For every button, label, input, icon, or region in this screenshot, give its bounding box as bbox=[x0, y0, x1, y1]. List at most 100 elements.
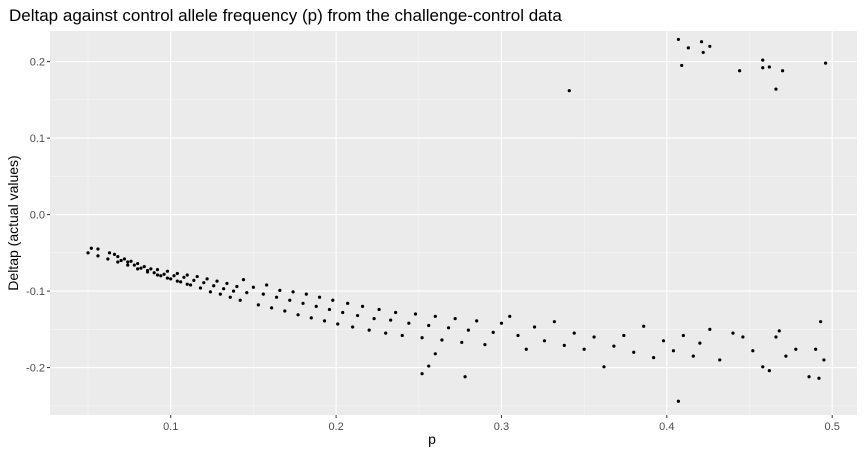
data-point bbox=[235, 284, 239, 289]
y-tick-label: 0.1 bbox=[30, 133, 45, 145]
data-point bbox=[265, 283, 269, 287]
y-axis-ticks: 0.2 0.1 0.0 -0.1 -0.2 bbox=[26, 57, 50, 375]
data-point bbox=[327, 307, 332, 312]
data-point bbox=[360, 304, 365, 308]
data-point bbox=[777, 329, 781, 333]
data-point bbox=[671, 349, 676, 353]
data-point bbox=[119, 258, 123, 263]
data-point bbox=[269, 306, 274, 310]
data-point bbox=[572, 331, 576, 335]
data-point bbox=[691, 354, 695, 358]
data-point bbox=[823, 61, 828, 65]
data-point bbox=[185, 273, 189, 277]
data-point bbox=[701, 50, 705, 55]
data-point bbox=[651, 356, 656, 360]
data-point bbox=[251, 285, 256, 289]
data-point bbox=[592, 335, 596, 339]
data-point bbox=[367, 328, 371, 332]
data-point bbox=[466, 328, 470, 332]
x-tick-label: 0.1 bbox=[163, 421, 178, 433]
data-point bbox=[676, 37, 681, 42]
data-point bbox=[278, 288, 282, 292]
data-point bbox=[582, 347, 586, 351]
data-point bbox=[86, 251, 90, 255]
data-point bbox=[427, 364, 431, 368]
data-point bbox=[192, 278, 196, 282]
data-point bbox=[731, 331, 735, 335]
data-point bbox=[107, 251, 112, 255]
y-tick-label: 0.2 bbox=[30, 57, 45, 69]
y-tick-label: -0.1 bbox=[26, 286, 45, 298]
data-point bbox=[420, 336, 424, 340]
data-point bbox=[336, 322, 340, 326]
data-point bbox=[463, 375, 467, 379]
data-point bbox=[142, 265, 146, 269]
data-point bbox=[179, 280, 183, 284]
data-point bbox=[377, 307, 381, 312]
data-point bbox=[699, 40, 704, 44]
data-point bbox=[208, 290, 213, 294]
data-point bbox=[331, 298, 335, 302]
data-point bbox=[231, 289, 236, 293]
data-point bbox=[819, 320, 823, 324]
data-point bbox=[708, 44, 712, 48]
data-point bbox=[132, 263, 136, 267]
data-point bbox=[475, 319, 479, 323]
data-point bbox=[175, 271, 179, 276]
x-tick-label: 0.2 bbox=[328, 421, 343, 433]
data-point bbox=[632, 350, 636, 354]
data-point bbox=[499, 321, 504, 325]
data-point bbox=[774, 335, 778, 339]
data-point bbox=[761, 66, 765, 70]
data-point bbox=[122, 257, 127, 261]
data-point bbox=[642, 324, 646, 328]
data-point bbox=[453, 317, 457, 321]
data-point bbox=[129, 259, 133, 263]
data-point bbox=[185, 282, 189, 286]
y-tick-label: 0.0 bbox=[30, 210, 45, 222]
data-point bbox=[304, 292, 308, 296]
data-point bbox=[126, 263, 130, 267]
data-point bbox=[784, 354, 788, 358]
data-point bbox=[567, 89, 571, 93]
data-point bbox=[116, 255, 120, 259]
data-point bbox=[774, 87, 778, 91]
data-point bbox=[532, 325, 537, 329]
grid bbox=[50, 31, 857, 415]
data-point bbox=[681, 333, 685, 338]
data-point bbox=[460, 340, 464, 344]
data-point bbox=[116, 260, 120, 264]
data-point bbox=[602, 365, 606, 369]
data-point bbox=[394, 310, 398, 315]
data-point bbox=[175, 279, 179, 283]
data-point bbox=[96, 254, 100, 258]
data-point bbox=[198, 286, 203, 290]
data-point bbox=[622, 333, 626, 338]
data-point bbox=[314, 304, 318, 308]
data-point bbox=[491, 330, 495, 334]
data-point bbox=[737, 69, 742, 73]
data-point bbox=[341, 310, 345, 315]
data-point bbox=[309, 316, 313, 320]
data-point bbox=[761, 58, 765, 62]
data-point bbox=[661, 339, 666, 343]
data-point bbox=[274, 295, 279, 299]
x-tick-label: 0.4 bbox=[659, 421, 674, 433]
data-point bbox=[238, 298, 242, 302]
data-point bbox=[761, 365, 765, 369]
data-point bbox=[718, 358, 722, 362]
data-point bbox=[814, 347, 818, 351]
data-point bbox=[162, 272, 166, 276]
data-point bbox=[283, 309, 287, 313]
data-point bbox=[136, 261, 140, 266]
data-point bbox=[346, 301, 350, 305]
data-point bbox=[296, 313, 300, 317]
data-point bbox=[155, 268, 160, 272]
data-point bbox=[139, 266, 143, 270]
data-point bbox=[355, 313, 360, 318]
data-point bbox=[222, 287, 226, 291]
data-point bbox=[413, 312, 418, 316]
data-point bbox=[225, 281, 229, 286]
data-point bbox=[708, 327, 712, 331]
